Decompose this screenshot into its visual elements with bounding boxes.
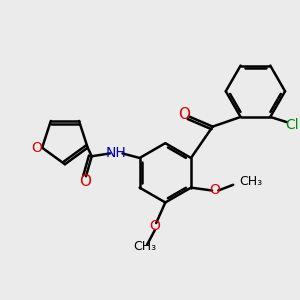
Text: O: O [150, 219, 160, 233]
Text: CH₃: CH₃ [133, 240, 156, 254]
Text: O: O [209, 184, 220, 197]
Text: Cl: Cl [285, 118, 299, 132]
Text: O: O [79, 174, 91, 189]
Text: NH: NH [105, 146, 126, 161]
Text: O: O [31, 141, 42, 155]
Text: O: O [178, 106, 190, 122]
Text: CH₃: CH₃ [239, 175, 262, 188]
